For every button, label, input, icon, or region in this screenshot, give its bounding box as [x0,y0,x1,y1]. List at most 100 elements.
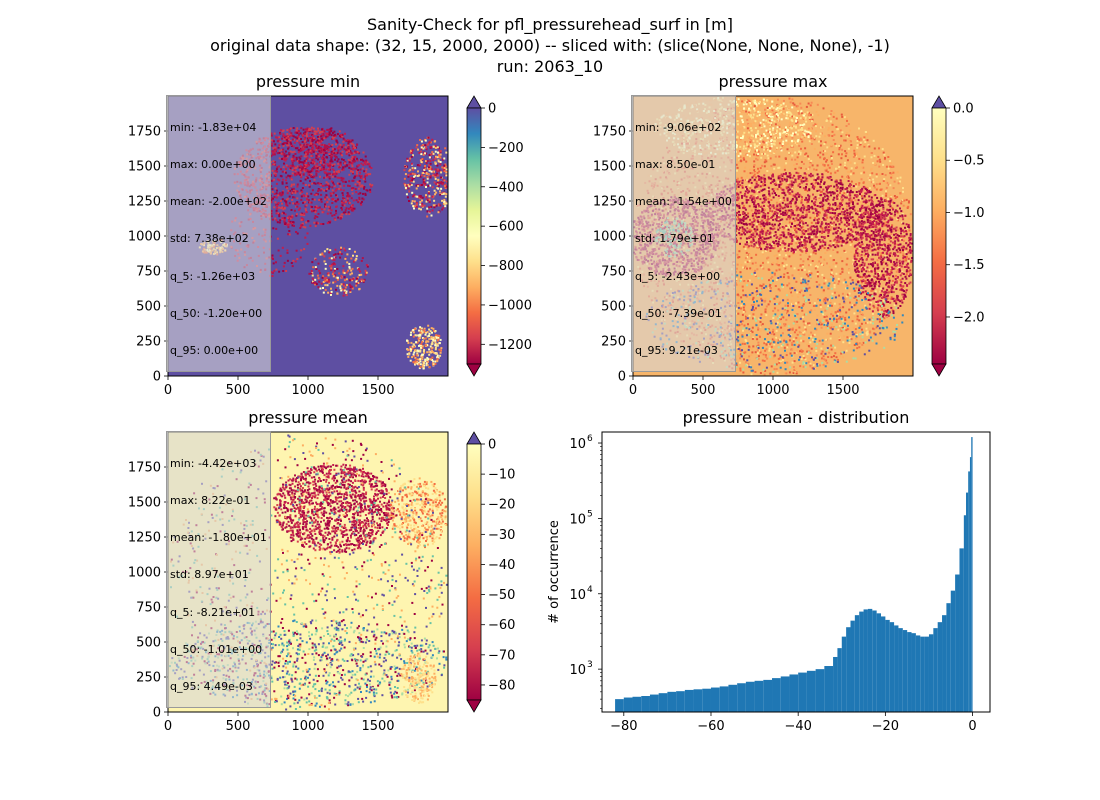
x-tick-label: 500 [226,383,251,398]
colorbar-tick-label: 0.0 [953,102,974,117]
colorbar-tick-label: −70 [488,648,515,663]
hist-y-tick-exponent: 6 [587,434,593,444]
stats-box-min: min: -1.83e+04 max: 0.00e+00 mean: -2.00… [166,95,271,372]
y-tick-label: 500 [136,636,161,651]
y-tick-label: 1000 [128,230,161,245]
y-tick-label: 1500 [593,160,626,175]
hist-y-tick-exponent: 3 [587,660,593,670]
colorbar-tick-label: −10 [488,468,515,483]
y-tick-label: 250 [136,335,161,350]
y-tick-label: 1250 [128,195,161,210]
stat-line: std: 7.38e+02 [170,233,267,245]
histogram-bar [650,695,659,712]
stats-box-max: min: -9.06e+02 max: 8.50e-01 mean: -1.54… [631,95,736,372]
x-tick-label: 500 [691,383,716,398]
stat-line: q_95: 0.00e+00 [170,345,267,357]
x-tick-label: 1500 [826,383,859,398]
histogram-bar [842,637,846,712]
stat-line: q_95: 4.49e-03 [170,681,267,693]
hist-y-tick-label: 10 [569,588,586,603]
histogram-bar [894,625,898,712]
histogram-bar [970,457,971,712]
colorbar-tick-label: −1000 [488,298,532,313]
colorbar-mean: 0−10−20−30−40−50−60−70−80 [467,432,515,712]
x-tick-label: 0 [164,383,172,398]
title-pressure-max: pressure max [633,72,913,91]
histogram-bar [859,612,863,712]
histogram-bar [702,689,711,712]
histogram-bar [807,671,816,712]
histogram-bar [868,609,872,712]
histogram-bar [938,622,942,712]
y-tick-label: 750 [136,601,161,616]
colorbar-max: 0.0−0.5−1.0−1.5−2.0 [932,96,985,376]
histogram-bar [890,622,894,712]
histogram-bar [641,696,650,712]
histogram-bar [615,699,624,712]
y-tick-label: 1500 [128,160,161,175]
stat-line: q_50: -1.20e+00 [170,308,267,320]
histogram-bar [685,690,694,712]
hist-x-tick-label: −80 [610,719,637,734]
histogram-bar [929,634,933,712]
histogram-bar [942,615,946,712]
histogram-bar [855,615,859,712]
y-tick-label: 250 [601,335,626,350]
histogram-bar [925,637,929,712]
hist-x-tick-label: −40 [784,719,811,734]
y-tick-label: 0 [153,370,161,385]
y-tick-label: 1250 [128,531,161,546]
histogram-bar [833,657,837,712]
histogram-bar [898,628,902,712]
histogram-bar [737,683,746,712]
suptitle-line-1: Sanity-Check for pfl_pressurehead_surf i… [0,15,1100,34]
y-tick-label: 0 [153,706,161,721]
hist-y-tick-exponent: 4 [587,585,593,595]
stat-line: q_50: -1.01e+00 [170,644,267,656]
x-tick-label: 1000 [756,383,789,398]
colorbar-tick-label: −20 [488,498,515,513]
colorbar-tick-label: −1.5 [953,258,985,273]
hist-y-tick-label: 10 [569,437,586,452]
histogram-bar [824,666,833,712]
hist-y-tick-label: 10 [569,663,586,678]
y-tick-label: 1750 [593,125,626,140]
histogram-bar [907,632,911,712]
colorbar-tick-label: 0 [488,438,496,453]
colorbar-tick-label: −200 [488,141,524,156]
histogram-bar [968,471,970,712]
y-tick-label: 1500 [128,496,161,511]
histogram-bar [746,682,755,712]
histogram-bar [966,493,968,712]
y-tick-label: 1000 [128,566,161,581]
stat-line: q_5: -8.21e+01 [170,607,267,619]
histogram-bar [955,575,959,712]
histogram-bar [816,669,825,712]
x-tick-label: 1000 [291,383,324,398]
histogram-bar [946,603,950,712]
stats-box-mean: min: -4.42e+03 max: 8.22e-01 mean: -1.80… [166,431,271,708]
histogram-bar [763,680,772,712]
histogram-bar [903,630,907,712]
stat-line: q_50: -7.39e-01 [635,308,732,320]
x-tick-label: 500 [226,719,251,734]
colorbar-tick-label: −1.0 [953,206,985,221]
hist-x-tick-label: −60 [697,719,724,734]
histogram-bar [951,591,955,712]
histogram-bar [667,692,676,712]
colorbar-tick-label: −0.5 [953,154,985,169]
histogram-bar [755,681,764,712]
hist-y-tick-exponent: 5 [587,509,593,519]
suptitle-line-2: original data shape: (32, 15, 2000, 2000… [0,36,1100,55]
histogram-bar [676,691,685,712]
stat-line: q_95: 9.21e-03 [635,345,732,357]
colorbar-tick-label: −40 [488,558,515,573]
title-pressure-mean: pressure mean [168,408,448,427]
colorbar-tick-label: −800 [488,259,524,274]
x-tick-label: 0 [629,383,637,398]
x-tick-label: 1000 [291,719,324,734]
stat-line: mean: -2.00e+02 [170,196,267,208]
histogram-bar [885,620,889,712]
histogram-bar [772,678,781,712]
